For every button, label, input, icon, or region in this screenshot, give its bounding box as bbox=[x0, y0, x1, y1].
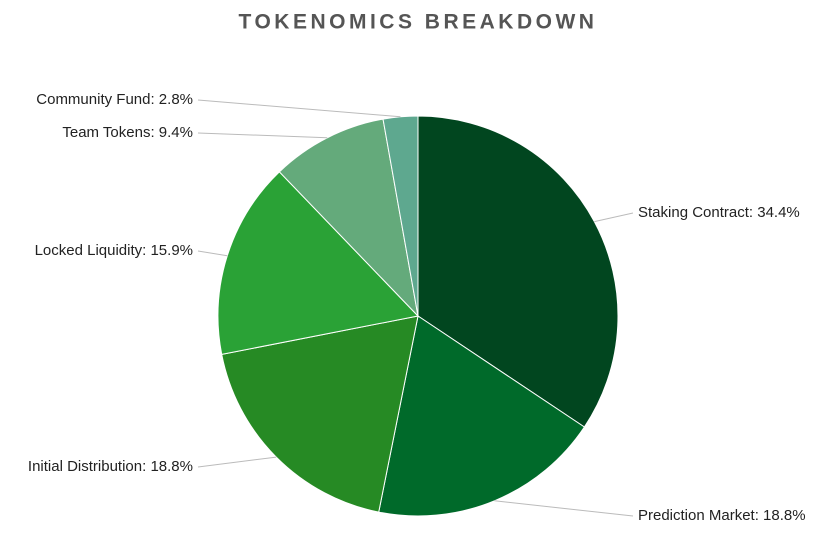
slice-label: Staking Contract: 34.4% bbox=[638, 204, 800, 221]
leader-line bbox=[197, 132, 328, 139]
pie-slice bbox=[378, 315, 586, 517]
leader-line bbox=[494, 500, 634, 517]
leader-line bbox=[197, 250, 228, 257]
slice-label: Team Tokens: 9.4% bbox=[62, 124, 193, 141]
pie-slice bbox=[221, 315, 419, 513]
slice-label: Prediction Market: 18.8% bbox=[638, 507, 806, 524]
pie-slice bbox=[382, 115, 419, 317]
slice-label: Locked Liquidity: 15.9% bbox=[35, 242, 193, 259]
slice-label: Community Fund: 2.8% bbox=[36, 91, 193, 108]
pie-slice bbox=[278, 118, 419, 318]
leader-line bbox=[197, 456, 277, 468]
pie-slice bbox=[217, 171, 419, 355]
chart-title: TOKENOMICS BREAKDOWN bbox=[239, 11, 598, 34]
slice-label: Initial Distribution: 18.8% bbox=[28, 458, 193, 475]
leader-line bbox=[594, 212, 634, 223]
leader-line bbox=[197, 99, 401, 118]
